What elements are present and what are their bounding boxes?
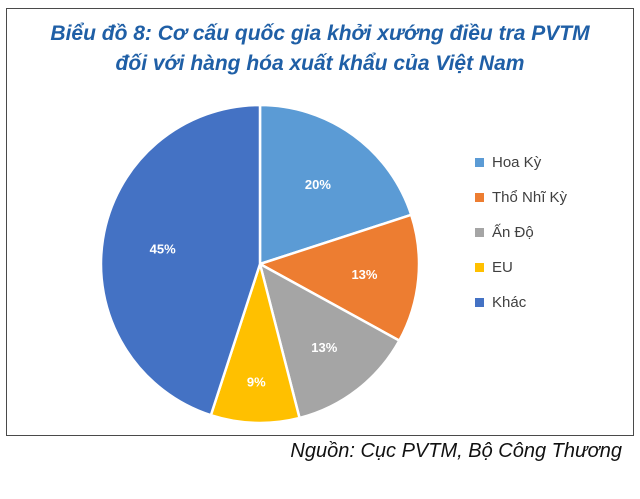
legend-item-tho-nhi-ky: Thổ Nhĩ Kỳ: [475, 180, 567, 215]
data-label-tho-nhi-ky: 13%: [351, 267, 377, 282]
legend-item-khac: Khác: [475, 285, 567, 320]
pie-slice-tho-nhi-ky: [256, 213, 421, 343]
legend-swatch: [475, 263, 484, 272]
chart-title: Biểu đồ 8: Cơ cấu quốc gia khởi xướng đi…: [7, 19, 633, 79]
legend-label: Ấn Độ: [492, 224, 534, 241]
pie-slice-an-do: [258, 261, 402, 420]
chart-title-line-1: Biểu đồ 8: Cơ cấu quốc gia khởi xướng đi…: [50, 22, 590, 45]
legend-label: Hoa Kỳ: [492, 154, 542, 171]
source-note: Nguồn: Cục PVTM, Bộ Công Thương: [290, 440, 622, 462]
legend-swatch: [475, 228, 484, 237]
chart-title-line-2: đối với hàng hóa xuất khẩu của Việt Nam: [115, 52, 525, 75]
chart-frame: Biểu đồ 8: Cơ cấu quốc gia khởi xướng đi…: [6, 8, 634, 436]
data-label-hoa-ky: 20%: [305, 177, 331, 192]
data-label-khac: 45%: [150, 242, 176, 257]
data-label-an-do: 13%: [311, 340, 337, 355]
legend-item-an-do: Ấn Độ: [475, 215, 567, 250]
pie-chart: 20% 13% 13% 9% 45%: [99, 103, 421, 425]
legend-label: Khác: [492, 294, 527, 311]
legend-swatch: [475, 193, 484, 202]
pie-slice-khac: [99, 103, 262, 417]
chart-legend: Hoa Kỳ Thổ Nhĩ Kỳ Ấn Độ EU Khác: [475, 145, 567, 320]
legend-label: Thổ Nhĩ Kỳ: [492, 189, 568, 206]
legend-label: EU: [492, 259, 513, 276]
legend-swatch: [475, 158, 484, 167]
legend-item-hoa-ky: Hoa Kỳ: [475, 145, 567, 180]
legend-swatch: [475, 298, 484, 307]
pie-slice-eu: [209, 259, 302, 425]
pie-slice-hoa-ky: [258, 103, 413, 266]
legend-item-eu: EU: [475, 250, 567, 285]
data-label-eu: 9%: [247, 375, 266, 390]
